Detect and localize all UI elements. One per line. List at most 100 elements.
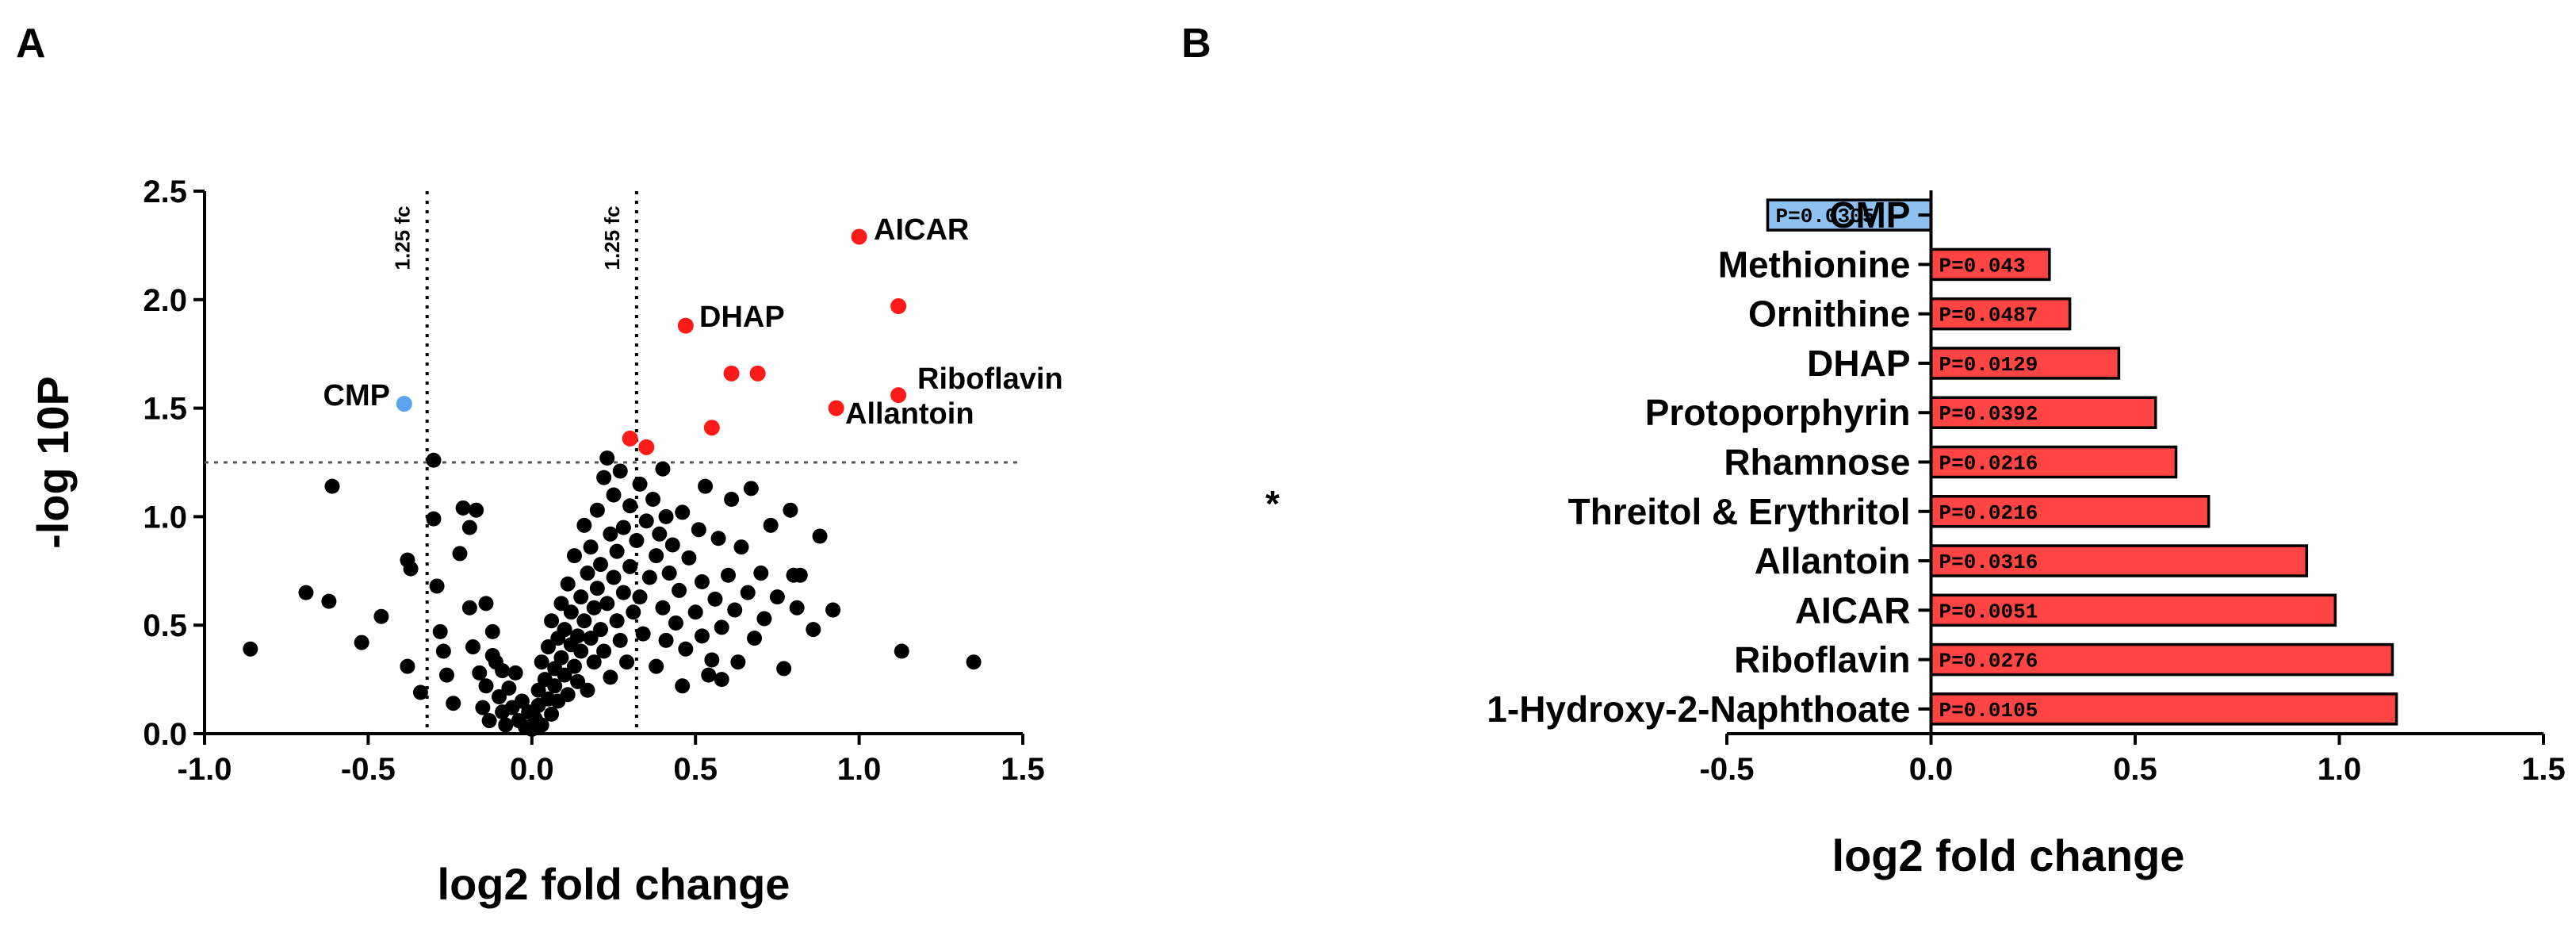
- category-label: Methionine: [1718, 244, 1911, 285]
- data-point: [452, 546, 468, 562]
- x-tick-label: -1.0: [178, 752, 232, 787]
- data-point: [649, 658, 664, 674]
- data-point: [668, 615, 683, 631]
- bar-p-value-label: P=0.0051: [1939, 600, 2038, 623]
- data-point: [354, 635, 369, 650]
- data-point: [615, 585, 631, 600]
- bar-p-value-label: P=0.0276: [1939, 650, 2038, 673]
- bar-p-value-label: P=0.0487: [1939, 304, 2038, 328]
- bar-p-value-label: P=0.0305: [1776, 205, 1875, 228]
- data-point: [530, 682, 546, 698]
- data-point: [599, 596, 615, 612]
- data-point: [560, 687, 576, 703]
- x-tick-label: 0.5: [673, 752, 718, 787]
- data-point: [589, 502, 605, 518]
- category-label: AICAR: [1795, 589, 1911, 631]
- bar: [1929, 247, 2051, 282]
- data-point: [714, 672, 729, 688]
- data-point: [622, 558, 638, 574]
- data-point: [484, 623, 500, 639]
- data-point: [573, 589, 589, 605]
- category-label: CMP: [1829, 194, 1910, 236]
- data-point: [599, 451, 615, 466]
- data-point: [557, 622, 572, 638]
- category-label: Ornithine: [1748, 293, 1910, 335]
- data-point: [438, 667, 454, 683]
- data-point: [498, 717, 514, 733]
- data-point: [658, 508, 674, 524]
- data-point: [492, 688, 507, 704]
- data-point: [455, 500, 471, 516]
- highlighted-point: [396, 396, 412, 412]
- data-point: [740, 585, 756, 600]
- data-point: [658, 632, 674, 648]
- data-point: [507, 665, 523, 681]
- data-point: [763, 517, 779, 533]
- highlighted-point: [723, 365, 740, 382]
- data-point: [641, 569, 657, 585]
- data-point: [698, 478, 714, 494]
- data-point: [563, 604, 579, 620]
- data-point: [534, 717, 549, 733]
- x-tick-label: 0.0: [510, 752, 554, 787]
- data-point: [609, 613, 625, 629]
- data-point: [586, 600, 602, 615]
- data-point: [678, 641, 694, 657]
- data-point: [619, 654, 635, 670]
- category-label: DHAP: [1807, 343, 1910, 384]
- x-tick-label: 1.5: [2521, 752, 2566, 787]
- bar-p-value-label: P=0.0392: [1939, 402, 2038, 426]
- x-tick-label: -0.5: [1700, 752, 1755, 787]
- data-point: [592, 622, 608, 638]
- highlighted-point: [828, 400, 844, 416]
- data-point: [544, 613, 560, 629]
- data-point: [553, 596, 569, 612]
- point-label: Riboflavin: [917, 362, 1063, 396]
- point-label: AICAR: [874, 213, 969, 247]
- highlighted-point: [638, 439, 655, 455]
- data-point: [632, 589, 648, 605]
- volcano-plot: -1.0 -0.5 0.0 0.5 1.0 1.5 0.0 0.5 1.0 1.5 2.0 2.5 1.…: [28, 174, 1063, 909]
- data-point: [481, 713, 497, 729]
- data-point: [756, 611, 772, 627]
- data-point: [638, 513, 654, 529]
- data-point: [687, 604, 703, 620]
- x-tick-label: 1.0: [837, 752, 882, 787]
- data-point: [243, 641, 258, 657]
- data-point: [730, 654, 746, 670]
- x-tick-label: -0.5: [341, 752, 396, 787]
- data-point: [743, 481, 759, 497]
- data-point: [675, 504, 691, 520]
- data-point: [691, 522, 706, 538]
- data-point: [589, 581, 605, 596]
- data-point: [373, 608, 389, 624]
- bar-p-value-label: P=0.0129: [1939, 353, 2038, 377]
- data-point: [583, 631, 599, 646]
- data-point: [606, 487, 622, 503]
- bar-p-value-label: P=0.0216: [1939, 452, 2038, 476]
- data-point: [412, 684, 428, 700]
- y-axis-title: -log 10P: [28, 376, 78, 549]
- category-label: Rhamnose: [1724, 442, 1910, 483]
- data-point: [672, 582, 687, 598]
- fold-change-threshold-label: 1.25 fc: [600, 206, 624, 270]
- highlighted-point: [890, 298, 907, 315]
- data-point: [615, 520, 631, 535]
- data-point: [461, 600, 477, 615]
- data-point: [426, 511, 442, 527]
- point-label: Allantoin: [845, 397, 974, 431]
- data-point: [714, 619, 729, 635]
- data-point: [426, 452, 442, 468]
- data-point: [704, 652, 720, 668]
- bar-p-value-label: P=0.043: [1939, 254, 2026, 278]
- data-point: [586, 654, 602, 670]
- category-label: Riboflavin: [1734, 639, 1910, 681]
- x-axis-title: log2 fold change: [438, 859, 790, 909]
- highlighted-point: [851, 228, 867, 245]
- data-point: [576, 517, 592, 533]
- data-point: [652, 526, 668, 542]
- data-point: [792, 567, 808, 583]
- data-point: [514, 693, 530, 709]
- data-point: [580, 682, 595, 698]
